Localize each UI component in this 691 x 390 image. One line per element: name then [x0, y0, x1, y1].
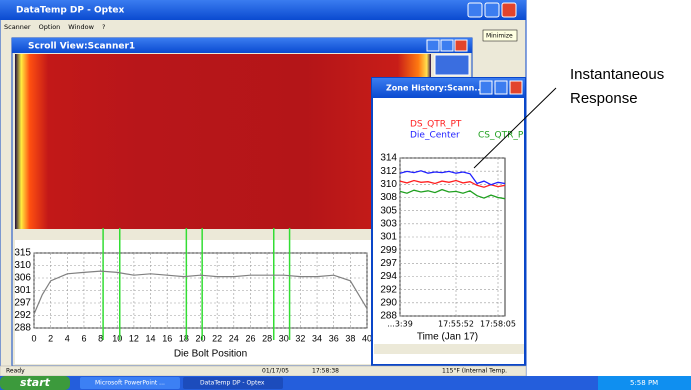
x-tick-label: 10	[112, 333, 122, 343]
clock: 5:58 PM	[630, 379, 658, 387]
zone-minimize[interactable]	[480, 81, 492, 94]
x-axis-label: Time (Jan 17)	[417, 332, 478, 343]
y-tick-label: 301	[380, 232, 397, 243]
status-field: 17:58:38	[312, 368, 339, 375]
tooltip-text: Minimize	[486, 33, 513, 40]
child-close[interactable]	[455, 40, 467, 51]
menu-item[interactable]: Window	[68, 23, 94, 31]
x-tick-label: 2	[48, 333, 53, 343]
x-tick-label: 6	[81, 333, 86, 343]
zone-maximize[interactable]	[495, 81, 507, 94]
x-axis-label: Die Bolt Position	[174, 349, 247, 360]
x-tick-label: 38	[345, 333, 355, 343]
x-tick-label: 34	[312, 333, 322, 343]
x-tick-label: 0	[31, 333, 36, 343]
task-label: DataTemp DP - Optex	[200, 380, 265, 387]
y-tick-label: 314	[380, 153, 397, 164]
y-tick-label: 303	[380, 218, 397, 229]
y-tick-label: 312	[380, 166, 397, 177]
y-tick-label: 294	[380, 271, 397, 282]
y-tick-label: 297	[14, 298, 31, 309]
maximize-button[interactable]	[485, 3, 499, 17]
y-tick-label: 315	[14, 248, 31, 259]
x-tick-label: 20	[195, 333, 205, 343]
y-tick-label: 292	[380, 284, 397, 295]
x-tick-label: 4	[65, 333, 70, 343]
x-tick-label: 16	[162, 333, 172, 343]
x-tick-label: 26	[245, 333, 255, 343]
minimize-button[interactable]	[468, 3, 482, 17]
x-tick-label: 12	[129, 333, 139, 343]
annotation: Instantaneous	[570, 66, 664, 83]
screenshot: DataTemp DP - Optex Scanner Option Window?…	[0, 0, 691, 390]
page: DataTemp DP - Optex body { margin: 0; wi…	[0, 0, 691, 390]
status-field: Ready	[6, 368, 25, 375]
x-tick-label: 40	[362, 333, 372, 343]
x-tick-label: 28	[262, 333, 272, 343]
x-tick-label: 17:55:52	[438, 320, 474, 329]
close-button[interactable]	[502, 3, 516, 17]
x-tick-label: ...3:39	[387, 320, 413, 329]
menu-bar: Scanner Option Window?	[4, 23, 105, 31]
zone-title: Zone History:Scann...	[386, 84, 484, 93]
y-tick-label: 297	[380, 258, 397, 269]
y-tick-label: 305	[380, 205, 397, 216]
scrollbar[interactable]	[374, 344, 524, 354]
y-tick-label: 310	[14, 260, 31, 271]
x-tick-label: 22	[212, 333, 222, 343]
legend-entry: CS_QTR_P	[478, 131, 524, 141]
x-tick-label: 18	[179, 333, 189, 343]
window-title: DataTemp DP - Optex	[16, 6, 124, 16]
x-tick-label: 32	[295, 333, 305, 343]
y-tick-label: 310	[380, 179, 397, 190]
task-label: Microsoft PowerPoint ...	[95, 380, 165, 387]
y-tick-label: 288	[14, 323, 31, 334]
start-label: start	[20, 376, 51, 389]
y-tick-label: 299	[380, 245, 397, 256]
y-tick-label: 306	[14, 273, 31, 284]
scroll-view-title: Scroll View:Scanner1	[28, 42, 135, 52]
y-tick-label: 290	[380, 297, 397, 308]
menu-item[interactable]: ?	[102, 23, 105, 31]
y-tick-label: 301	[14, 285, 31, 296]
annotation: Response	[570, 90, 638, 107]
legend-entry: Die_Center	[410, 131, 460, 141]
body: {"window": {"title": "DataTemp DP - Opte…	[0, 0, 691, 390]
y-tick-label: 292	[14, 310, 31, 321]
status-field: 115°F (Internal Temp.	[442, 368, 507, 375]
zone-close[interactable]	[510, 81, 522, 94]
status-field: 01/17/05	[262, 368, 289, 375]
x-tick-label: 17:58:05	[480, 320, 516, 329]
menu-item[interactable]: Scanner	[4, 23, 31, 31]
x-tick-label: 30	[279, 333, 289, 343]
menu-item[interactable]: Option	[39, 23, 61, 31]
child-maximize[interactable]	[441, 40, 453, 51]
heatmap	[15, 54, 431, 229]
child-minimize[interactable]	[427, 40, 439, 51]
x-tick-label: 14	[146, 333, 156, 343]
x-tick-label: 36	[329, 333, 339, 343]
scan-indicator	[435, 55, 469, 75]
y-tick-label: 308	[380, 192, 397, 203]
x-tick-label: 24	[229, 333, 239, 343]
legend-entry: DS_QTR_PT	[410, 120, 462, 130]
